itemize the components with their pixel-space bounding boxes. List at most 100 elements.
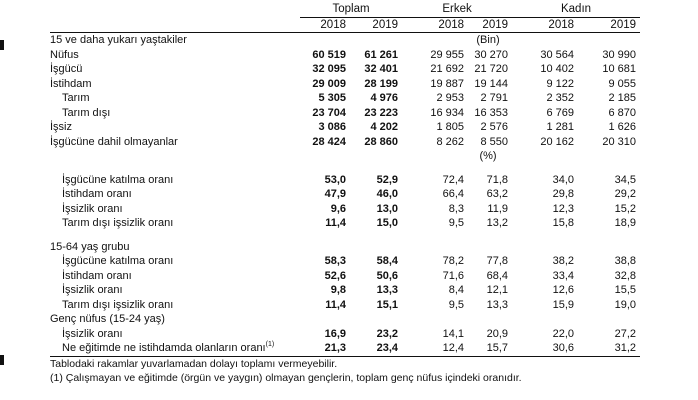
- value-cell: 29 009: [312, 77, 346, 90]
- value-cell: 8,4: [448, 284, 465, 297]
- row-label-text: İşgücüne katılma oranı: [62, 173, 174, 186]
- value-cell: 9 122: [546, 77, 575, 90]
- value-cell: 77,8: [486, 255, 509, 268]
- table-row: İşgücüne katılma oranı 58,3 58,4 78,2 77,8 38…: [50, 254, 640, 269]
- value-cell: 3 086: [318, 121, 346, 134]
- row-label: Tarım dışı işsizlik oranı: [50, 216, 300, 231]
- value-cell: 19 887: [430, 77, 465, 90]
- year-header: 2018: [548, 18, 575, 31]
- note-row: (1) Çalışmayan ve eğitimde (örgün ve yay…: [50, 371, 640, 386]
- value-cell: 4 976: [370, 92, 399, 105]
- value-cell: 1 281: [546, 121, 575, 134]
- spacer: [512, 32, 641, 48]
- header-spacer: [50, 17, 300, 33]
- value-cell: 11,4: [325, 298, 346, 311]
- row-label-text: İşsizlik oranı: [62, 327, 123, 340]
- value-cell: 15,1: [376, 298, 399, 311]
- value-cell: 60 519: [312, 48, 346, 61]
- year-header-row: 2018 2019 2018 2019 2018 2019: [50, 17, 640, 33]
- value-cell: 68,4: [486, 269, 509, 282]
- row-label: İstihdam oranı: [50, 187, 300, 202]
- row-label: İşsiz: [50, 120, 300, 135]
- value-cell: 21 692: [430, 63, 465, 76]
- value-cell: 52,6: [324, 269, 346, 282]
- value-cell: 15,8: [552, 217, 575, 230]
- value-cell: 29 955: [430, 48, 465, 61]
- row-label-text: İstihdam oranı: [62, 269, 132, 282]
- value-cell: 46,0: [376, 188, 399, 201]
- value-cell: 38,8: [614, 255, 637, 268]
- value-cell: 2 576: [480, 121, 509, 134]
- unit-row: (%): [50, 149, 640, 164]
- value-cell: 12,3: [552, 202, 575, 215]
- row-label: Tarım: [50, 91, 300, 106]
- row-label-text: İşgücüne katılma oranı: [62, 255, 174, 268]
- value-cell: 71,8: [486, 173, 509, 186]
- row-label-text: İşsizlik oranı: [62, 284, 123, 297]
- row-label-text: İstihdam: [50, 77, 92, 90]
- value-cell: 1 626: [608, 121, 637, 134]
- row-label: İşgücü: [50, 62, 300, 77]
- value-cell: 15,0: [376, 217, 399, 230]
- value-cell: 5 305: [318, 92, 346, 105]
- value-cell: 30,6: [512, 341, 579, 357]
- value-cell: 50,6: [376, 269, 399, 282]
- year-header: 2019: [482, 18, 509, 31]
- note-row: Tablodaki rakamlar yuvarlamadan dolayı t…: [50, 356, 640, 371]
- value-cell: 13,3: [486, 298, 509, 311]
- value-cell: 32 095: [312, 63, 346, 76]
- spacer: [50, 149, 468, 164]
- value-cell: 10 402: [540, 63, 575, 76]
- value-cell: 47,9: [324, 188, 346, 201]
- value-cell: 16 934: [430, 106, 465, 119]
- value-cell: 21 720: [474, 63, 509, 76]
- table-row: Ne eğitimde ne istihdamda olanların oran…: [50, 341, 641, 357]
- value-cell: 2 185: [608, 92, 637, 105]
- value-cell: 15,7: [468, 341, 513, 357]
- value-cell: 21,3: [300, 341, 350, 357]
- value-cell: 29,2: [614, 188, 637, 201]
- spacer: [300, 32, 469, 48]
- section-title-row: 15 ve daha yukarı yaştakiler (Bin): [50, 32, 641, 48]
- group-header: Toplam: [300, 0, 403, 18]
- footnote-marker: (1): [265, 341, 275, 349]
- row-label: İşsizlik oranı: [50, 283, 300, 298]
- value-cell: 14,1: [442, 327, 465, 340]
- value-cell: 6 870: [608, 106, 637, 119]
- table-row: Tarım 5 305 4 976 2 953 2 791 2 352 2 185: [50, 91, 640, 106]
- row-label-text: Tarım dışı işsizlik oranı: [62, 217, 174, 230]
- value-cell: 18,9: [614, 217, 637, 230]
- value-cell: 66,4: [442, 188, 465, 201]
- value-cell: 28 860: [364, 135, 399, 148]
- value-cell: 58,3: [324, 255, 346, 268]
- row-label: Tarım dışı işsizlik oranı: [50, 298, 300, 313]
- value-cell: 20,9: [486, 327, 509, 340]
- value-cell: 22,0: [552, 327, 575, 340]
- value-cell: 11,4: [325, 217, 346, 230]
- value-cell: 28 199: [364, 77, 399, 90]
- table-row: İşsizlik oranı 9,8 13,3 8,4 12,1 12,6 15,5: [50, 283, 640, 298]
- value-cell: 19 144: [474, 77, 509, 90]
- value-cell: 28 424: [312, 135, 346, 148]
- value-cell: 16,9: [324, 327, 346, 340]
- value-cell: 8 262: [436, 135, 465, 148]
- value-cell: 30 564: [540, 48, 575, 61]
- value-cell: 58,4: [376, 255, 399, 268]
- row-label: İşgücüne katılma oranı: [50, 254, 300, 269]
- value-cell: 52,9: [376, 173, 399, 186]
- value-cell: 33,4: [552, 269, 575, 282]
- value-cell: 20 162: [540, 135, 575, 148]
- table-row: Tarım dışı işsizlik oranı 11,4 15,1 9,5 13,3…: [50, 298, 640, 313]
- value-cell: 15,9: [552, 298, 575, 311]
- row-label: Ne eğitimde ne istihdamda olanların oran…: [50, 341, 300, 357]
- value-cell: 1 805: [436, 121, 465, 134]
- section-title: 15-64 yaş grubu: [50, 240, 130, 253]
- value-cell: 23 704: [312, 106, 346, 119]
- value-cell: 34,5: [614, 173, 637, 186]
- value-cell: 27,2: [614, 327, 637, 340]
- value-cell: 6 769: [546, 106, 575, 119]
- value-cell: 71,6: [442, 269, 465, 282]
- value-cell: 2 791: [480, 92, 509, 105]
- page-edge-mark: [0, 355, 4, 365]
- page-edge-mark: [0, 40, 4, 50]
